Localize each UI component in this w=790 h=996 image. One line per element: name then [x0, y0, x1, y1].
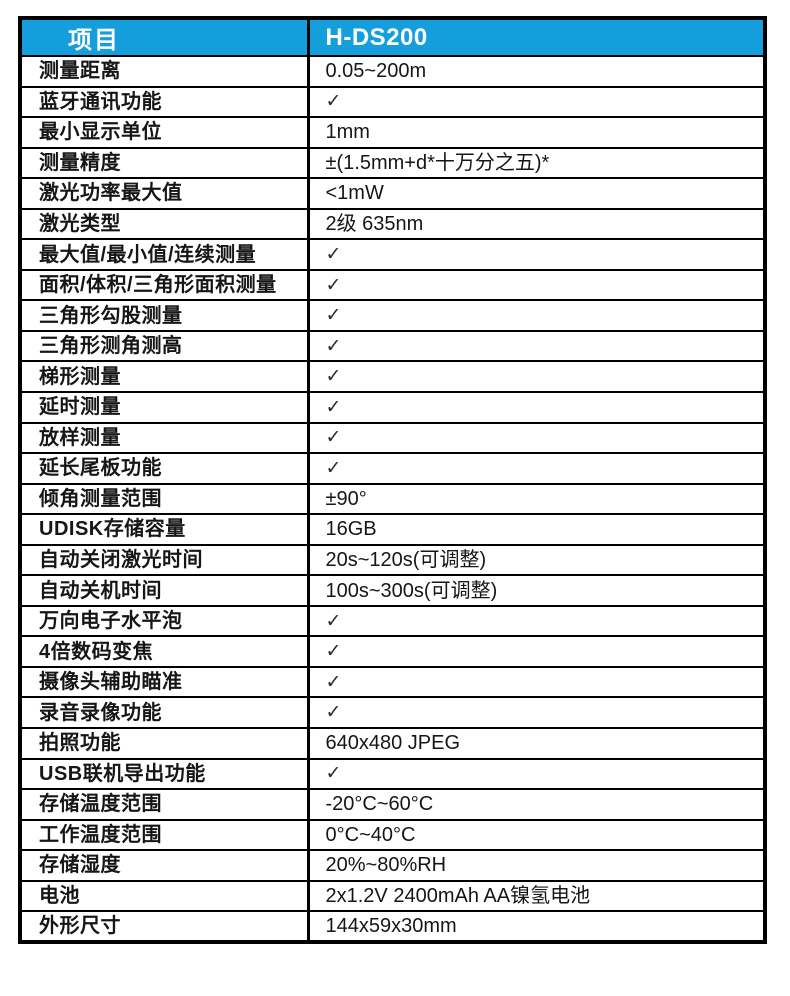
- spec-value-cell: 2级 635nm: [307, 207, 766, 241]
- spec-value-cell: 20%~80%RH: [307, 849, 766, 882]
- check-icon: ✓: [307, 391, 766, 424]
- spec-value-cell: 2x1.2V 2400mAh AA镍氢电池: [307, 879, 766, 913]
- spec-label-cell: 自动关机时间: [19, 574, 310, 607]
- table-row: 蓝牙通讯功能 ✓: [19, 85, 766, 119]
- table-row: 拍照功能 640x480 JPEG: [19, 727, 766, 760]
- spec-label-cell: 蓝牙通讯功能: [19, 85, 310, 119]
- table-row: USB联机导出功能 ✓: [19, 757, 766, 791]
- header-model-cell: H-DS200: [307, 17, 766, 57]
- check-icon: ✓: [307, 85, 766, 119]
- spec-label-cell: 工作温度范围: [19, 818, 310, 852]
- table-row: 工作温度范围 0°C~40°C: [19, 818, 766, 852]
- check-icon: ✓: [307, 268, 766, 302]
- header-item-cell: 项目: [19, 17, 310, 57]
- check-icon: ✓: [307, 421, 766, 455]
- table-row: 万向电子水平泡 ✓: [19, 604, 766, 638]
- spec-table: 项目 H-DS200 测量距离 0.05~200m 蓝牙通讯功能 ✓ 最小显示单…: [18, 16, 767, 944]
- table-row: 面积/体积/三角形面积测量 ✓: [19, 268, 766, 302]
- table-row: 三角形勾股测量 ✓: [19, 299, 766, 332]
- spec-label-cell: 三角形勾股测量: [19, 299, 310, 332]
- spec-value-cell: 0.05~200m: [307, 55, 766, 88]
- table-row: 存储温度范围 -20°C~60°C: [19, 788, 766, 821]
- table-row: 激光类型 2级 635nm: [19, 207, 766, 241]
- spec-value-cell: 144x59x30mm: [307, 910, 766, 943]
- spec-label-cell: 测量距离: [19, 55, 310, 88]
- table-row: 自动关闭激光时间 20s~120s(可调整): [19, 543, 766, 577]
- spec-label-cell: 面积/体积/三角形面积测量: [19, 268, 310, 302]
- table-row: 最小显示单位 1mm: [19, 116, 766, 149]
- table-row: 外形尺寸 144x59x30mm: [19, 910, 766, 943]
- table-row: 录音录像功能 ✓: [19, 696, 766, 730]
- check-icon: ✓: [307, 665, 766, 699]
- spec-value-cell: 100s~300s(可调整): [307, 574, 766, 607]
- spec-value-cell: 640x480 JPEG: [307, 727, 766, 760]
- header-row: 项目 H-DS200: [19, 17, 766, 57]
- spec-value-cell: 0°C~40°C: [307, 818, 766, 852]
- spec-label-cell: USB联机导出功能: [19, 757, 310, 791]
- spec-label-cell: 放样测量: [19, 421, 310, 455]
- check-icon: ✓: [307, 329, 766, 363]
- table-row: UDISK存储容量 16GB: [19, 513, 766, 546]
- spec-value-cell: -20°C~60°C: [307, 788, 766, 821]
- spec-label-cell: 最大值/最小值/连续测量: [19, 238, 310, 271]
- table-row: 最大值/最小值/连续测量 ✓: [19, 238, 766, 271]
- spec-label-cell: 倾角测量范围: [19, 482, 310, 516]
- header-model-label: H-DS200: [325, 23, 428, 51]
- spec-label-cell: 存储湿度: [19, 849, 310, 882]
- spec-rows: 测量距离 0.05~200m 蓝牙通讯功能 ✓ 最小显示单位 1mm 测量精度 …: [19, 55, 766, 943]
- spec-label-cell: 梯形测量: [19, 360, 310, 394]
- table-row: 自动关机时间 100s~300s(可调整): [19, 574, 766, 607]
- spec-value-cell: 20s~120s(可调整): [307, 543, 766, 577]
- spec-value-cell: <1mW: [307, 177, 766, 210]
- check-icon: ✓: [307, 452, 766, 485]
- table-row: 测量距离 0.05~200m: [19, 55, 766, 88]
- table-row: 存储湿度 20%~80%RH: [19, 849, 766, 882]
- table-row: 延长尾板功能 ✓: [19, 452, 766, 485]
- table-row: 梯形测量 ✓: [19, 360, 766, 394]
- spec-label-cell: 4倍数码变焦: [19, 635, 310, 668]
- spec-label-cell: 录音录像功能: [19, 696, 310, 730]
- table-row: 激光功率最大值 <1mW: [19, 177, 766, 210]
- table-row: 电池 2x1.2V 2400mAh AA镍氢电池: [19, 879, 766, 913]
- spec-label-cell: 激光功率最大值: [19, 177, 310, 210]
- spec-label-cell: 电池: [19, 879, 310, 913]
- spec-label-cell: 摄像头辅助瞄准: [19, 665, 310, 699]
- spec-label-cell: 三角形测角测高: [19, 329, 310, 363]
- spec-value-cell: ±90°: [307, 482, 766, 516]
- table-row: 三角形测角测高 ✓: [19, 329, 766, 363]
- spec-label-cell: 拍照功能: [19, 727, 310, 760]
- spec-value-cell: 1mm: [307, 116, 766, 149]
- spec-label-cell: UDISK存储容量: [19, 513, 310, 546]
- table-row: 倾角测量范围 ±90°: [19, 482, 766, 516]
- header-item-label: 项目: [68, 27, 120, 54]
- spec-value-cell: 16GB: [307, 513, 766, 546]
- check-icon: ✓: [307, 757, 766, 791]
- table-row: 4倍数码变焦 ✓: [19, 635, 766, 668]
- spec-value-cell: ±(1.5mm+d*十万分之五)*: [307, 146, 766, 180]
- check-icon: ✓: [307, 360, 766, 394]
- table-row: 延时测量 ✓: [19, 391, 766, 424]
- spec-label-cell: 激光类型: [19, 207, 310, 241]
- check-icon: ✓: [307, 604, 766, 638]
- spec-label-cell: 存储温度范围: [19, 788, 310, 821]
- spec-label-cell: 自动关闭激光时间: [19, 543, 310, 577]
- spec-label-cell: 延长尾板功能: [19, 452, 310, 485]
- spec-label-cell: 万向电子水平泡: [19, 604, 310, 638]
- table-row: 放样测量 ✓: [19, 421, 766, 455]
- spec-label-cell: 外形尺寸: [19, 910, 310, 943]
- spec-label-cell: 延时测量: [19, 391, 310, 424]
- table-row: 摄像头辅助瞄准 ✓: [19, 665, 766, 699]
- check-icon: ✓: [307, 635, 766, 668]
- table-row: 测量精度 ±(1.5mm+d*十万分之五)*: [19, 146, 766, 180]
- check-icon: ✓: [307, 299, 766, 332]
- check-icon: ✓: [307, 238, 766, 271]
- spec-label-cell: 最小显示单位: [19, 116, 310, 149]
- spec-label-cell: 测量精度: [19, 146, 310, 180]
- check-icon: ✓: [307, 696, 766, 730]
